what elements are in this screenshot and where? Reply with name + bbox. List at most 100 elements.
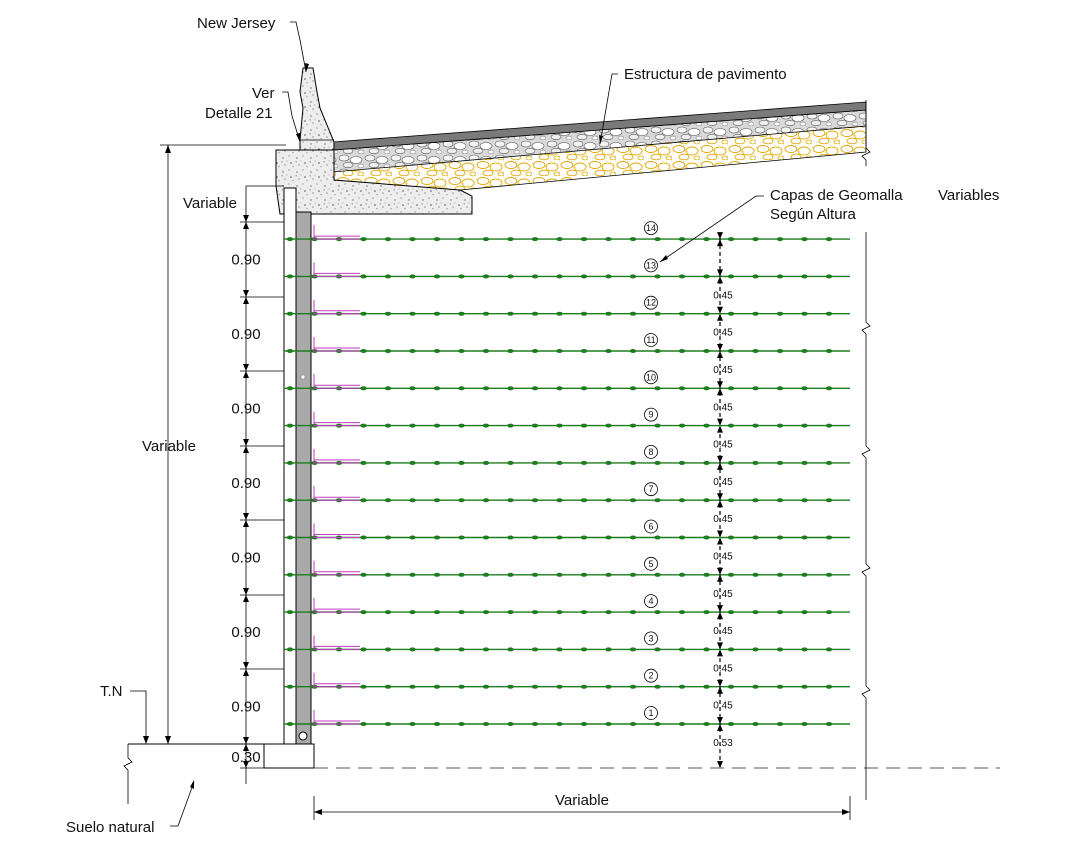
geogrid-node [752, 386, 759, 391]
geogrid-node [384, 423, 392, 428]
geogrid-node [703, 386, 710, 391]
geogrid-node [727, 274, 735, 279]
geogrid-node [801, 274, 808, 279]
geogrid-node [458, 460, 465, 465]
layer-number: 7 [648, 484, 653, 494]
geogrid-node [360, 386, 367, 391]
geogrid-node [433, 684, 441, 689]
geogrid-node [605, 647, 612, 652]
geogrid-node [825, 349, 833, 353]
geogrid-node [384, 535, 392, 540]
geogrid-node [458, 535, 465, 540]
geogrid-node [360, 237, 367, 242]
geogrid-node [507, 349, 514, 353]
geogrid-node [678, 684, 686, 689]
coping-beam [275, 149, 473, 215]
geogrid-node [825, 647, 833, 652]
spacing-value: 0.45 [713, 365, 733, 376]
geogrid-node [703, 274, 710, 279]
geogrid-node [776, 535, 784, 540]
geogrid-node [482, 535, 490, 540]
geogrid-node [605, 311, 612, 316]
geogrid-node [801, 722, 808, 726]
geogrid-node [458, 684, 465, 689]
geogrid-node [482, 610, 490, 615]
spacing-value: 0.45 [713, 514, 733, 525]
geogrid-node [703, 349, 710, 353]
geogrid-node [801, 572, 808, 577]
geogrid-node [654, 237, 661, 242]
layer-number-circle [644, 594, 658, 608]
capas-label-2: Según Altura [770, 206, 857, 223]
geogrid-node [482, 237, 490, 242]
leveling-footing [263, 743, 315, 769]
geogrid-node [727, 647, 735, 652]
geogrid-node [482, 498, 490, 503]
geogrid-node [531, 535, 539, 540]
geogrid-node [507, 722, 514, 726]
geogrid-node [752, 610, 759, 615]
geogrid-node [531, 684, 539, 689]
geogrid-node [384, 349, 392, 353]
geogrid-node [409, 274, 416, 279]
geogrid-node [654, 460, 661, 465]
layer-number-circle [644, 706, 658, 720]
geogrid-node [458, 386, 465, 391]
geogrid-node [433, 610, 441, 615]
geogrid-node [482, 684, 490, 689]
layer-number: 8 [648, 447, 653, 457]
geogrid-node [605, 386, 612, 391]
geogrid-node [727, 386, 735, 391]
layer-number: 4 [648, 596, 653, 606]
geogrid-node [433, 722, 441, 726]
geogrid-node [409, 349, 416, 353]
geogrid-node [360, 349, 367, 353]
bottom-dimension: Variable [313, 792, 851, 820]
geogrid-node [801, 684, 808, 689]
geogrid-node [482, 460, 490, 465]
geogrid-node [580, 460, 588, 465]
geogrid-node [580, 423, 588, 428]
wall-connector [313, 560, 360, 576]
geogrid-node [409, 237, 416, 242]
geogrid-node [703, 535, 710, 540]
geogrid-node [556, 386, 563, 391]
geogrid-node [825, 498, 833, 503]
geogrid-node [286, 423, 294, 428]
geogrid-node [678, 535, 686, 540]
geogrid-node [458, 311, 465, 316]
geogrid-node [482, 274, 490, 279]
geogrid-node [752, 498, 759, 503]
geogrid-node [556, 274, 563, 279]
geogrid-node [556, 423, 563, 428]
estructura-label: Estructura de pavimento [624, 66, 787, 83]
geogrid-node [286, 535, 294, 540]
geogrid-node [482, 572, 490, 577]
geogrid-node [507, 610, 514, 615]
geogrid-node [286, 386, 294, 391]
geogrid-node [458, 349, 465, 353]
layer-number: 6 [648, 522, 653, 532]
geogrid-node [409, 610, 416, 615]
geogrid-node [384, 311, 392, 316]
geogrid-node [629, 349, 637, 353]
ground-lines [123, 232, 1000, 804]
geogrid-node [360, 684, 367, 689]
geogrid-node [286, 684, 294, 689]
geogrid-node [556, 722, 563, 726]
geogrid-node [409, 684, 416, 689]
geogrid-node [752, 572, 759, 577]
geogrid-node [629, 311, 637, 316]
geogrid-node [458, 610, 465, 615]
geogrid-node [556, 610, 563, 615]
geogrid-node [507, 572, 514, 577]
geogrid-node [776, 460, 784, 465]
geogrid-node [433, 535, 441, 540]
geogrid-node [654, 498, 661, 503]
dim-panel-text: 0.90 [231, 699, 260, 716]
geogrid-node [458, 274, 465, 279]
geogrid-node [384, 460, 392, 465]
geogrid-node [360, 498, 367, 503]
geogrid-node [580, 722, 588, 726]
geogrid-node [752, 311, 759, 316]
